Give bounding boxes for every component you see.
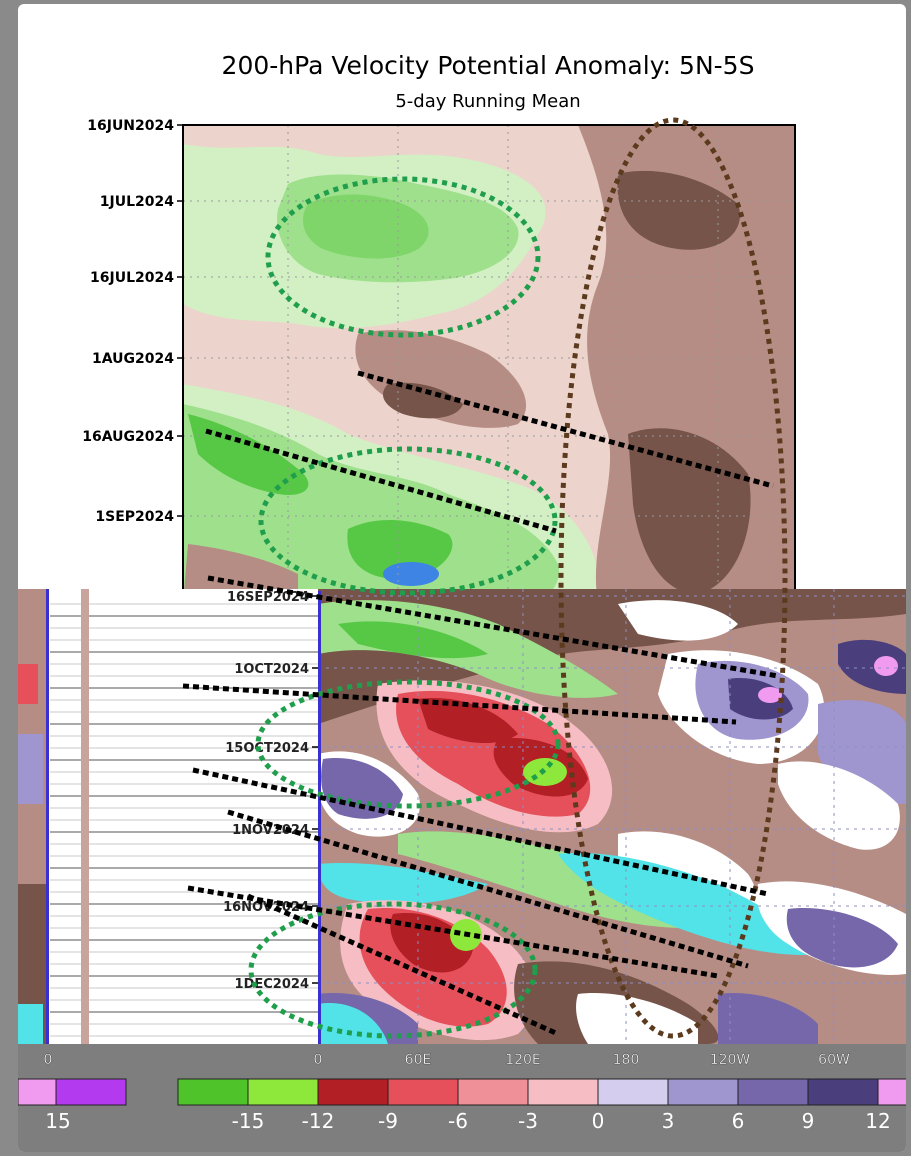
upper-hovmoller-panel: [183, 125, 795, 593]
x-tick-label: 60E: [405, 1052, 432, 1068]
propagation-line: [227, 809, 749, 969]
colorbar-swatch: [737, 1078, 809, 1106]
chart-subtitle: 5-day Running Mean: [395, 91, 580, 112]
y-tick-label: 1SEP2024: [95, 509, 174, 525]
brown-ellipse-dateline: [558, 117, 788, 1039]
propagation-line: [205, 428, 557, 534]
colorbar-label: -15: [232, 1109, 265, 1133]
upper-y-axis: 16JUN2024 1JUL2024 16JUL2024 1AUG2024 16AUG2…: [82, 118, 183, 525]
colorbar-label: 15: [45, 1109, 70, 1133]
anomaly-contour: [383, 382, 463, 419]
colorbar-swatch: [177, 1078, 249, 1106]
chart-title: 200-hPa Velocity Potential Anomaly: 5N-5…: [222, 51, 755, 80]
colorbar-label: -6: [448, 1109, 468, 1133]
y-tick-label: 16NOV2024: [223, 900, 309, 915]
lower-panel-axis: [318, 591, 321, 1044]
anomaly-contour: [576, 993, 698, 1044]
y-tick-label: 1AUG2024: [92, 351, 174, 367]
propagation-line: [192, 767, 769, 897]
anomaly-contour: [778, 761, 900, 850]
y-tick-label: 16JUL2024: [90, 270, 174, 286]
velocity-potential-figure: 200-hPa Velocity Potential Anomaly: 5N-5…: [18, 51, 906, 1152]
lower-left-strip: [18, 589, 318, 1044]
anomaly-contour: [758, 687, 782, 703]
colorbar-label: 9: [802, 1109, 815, 1133]
propagation-line: [207, 575, 779, 679]
anomaly-contour: [617, 170, 740, 250]
y-tick-label: 16SEP2024: [227, 590, 309, 605]
anomaly-contour: [18, 734, 43, 804]
annotation-layer: [182, 117, 788, 1039]
axis-line: [46, 589, 49, 1044]
anomaly-contour: [718, 993, 818, 1044]
colorbar-swatch: [387, 1078, 459, 1106]
vertical-dashed-strip: [81, 589, 89, 1044]
colorbar-swatch: [18, 1078, 57, 1106]
colorbar-swatch: [457, 1078, 529, 1106]
green-ellipse-september: [258, 446, 558, 596]
anomaly-contour: [558, 853, 818, 955]
horizontal-line-artifacts: [50, 603, 318, 1037]
y-tick-label: 1OCT2024: [234, 662, 309, 677]
anomaly-contour: [303, 194, 429, 259]
green-ellipse-july: [265, 176, 541, 338]
colorbar-swatch: [55, 1078, 127, 1106]
x-tick-label: 120E: [505, 1052, 541, 1068]
green-ellipse-october: [255, 679, 561, 809]
lower-left-background: [18, 589, 318, 1044]
figure-frame: 200-hPa Velocity Potential Anomaly: 5N-5…: [18, 4, 906, 1152]
anomaly-contour: [418, 698, 518, 744]
x-tick-label: 60W: [818, 1052, 850, 1068]
propagation-line: [357, 370, 774, 489]
x-tick-label: 120W: [710, 1052, 751, 1068]
x-tick-label-left: 0: [44, 1052, 53, 1068]
anomaly-contour: [18, 664, 38, 704]
colorbar-swatch: [597, 1078, 669, 1106]
x-tick-label: 180: [613, 1052, 640, 1068]
colorbar-label: -12: [302, 1109, 335, 1133]
anomaly-contour: [874, 656, 898, 676]
colorbar-label: -9: [378, 1109, 398, 1133]
lower-gridlines: [318, 589, 906, 1044]
propagation-line: [246, 893, 560, 1037]
propagation-lines: [182, 370, 779, 1037]
colorbar-label: 3: [662, 1109, 675, 1133]
colorbar-label: 6: [732, 1109, 745, 1133]
colorbar-swatch: [877, 1078, 906, 1106]
y-tick-label: 16JUN2024: [87, 118, 174, 134]
anomaly-contour: [383, 562, 439, 586]
y-tick-label: 1DEC2024: [235, 977, 309, 992]
colorbar-swatch: [317, 1078, 389, 1106]
lower-hovmoller-panel: [318, 589, 906, 1044]
x-tick-label: 0: [314, 1052, 323, 1068]
colorbar: 15 -15 -12 -9 -6 -3 0 3 6 9 12: [18, 1078, 906, 1133]
anomaly-contour: [338, 621, 488, 659]
anomaly-contour: [838, 639, 906, 694]
y-tick-label: 1JUL2024: [100, 194, 174, 210]
y-tick-label: 16AUG2024: [82, 429, 174, 445]
colorbar-label: -3: [518, 1109, 538, 1133]
anomaly-contour: [18, 1004, 43, 1044]
green-ellipse-november: [248, 901, 538, 1039]
y-tick-label: 1NOV2024: [232, 823, 309, 838]
colorbar-label: 12: [865, 1109, 890, 1133]
colorbar-swatch: [247, 1078, 319, 1106]
anomaly-contour: [618, 600, 738, 641]
upper-gridlines: [183, 125, 795, 593]
x-axis-ticks: 0 60E 120E 180 120W 60W 0: [43, 1052, 850, 1068]
anomaly-contour: [318, 863, 488, 904]
colorbar-swatch: [667, 1078, 739, 1106]
y-tick-label: 15OCT2024: [225, 741, 309, 756]
colorbar-swatch: [527, 1078, 599, 1106]
propagation-line: [182, 683, 737, 725]
colorbar-label: 0: [592, 1109, 605, 1133]
colorbar-swatch: [807, 1078, 879, 1106]
anomaly-contour: [786, 908, 898, 968]
